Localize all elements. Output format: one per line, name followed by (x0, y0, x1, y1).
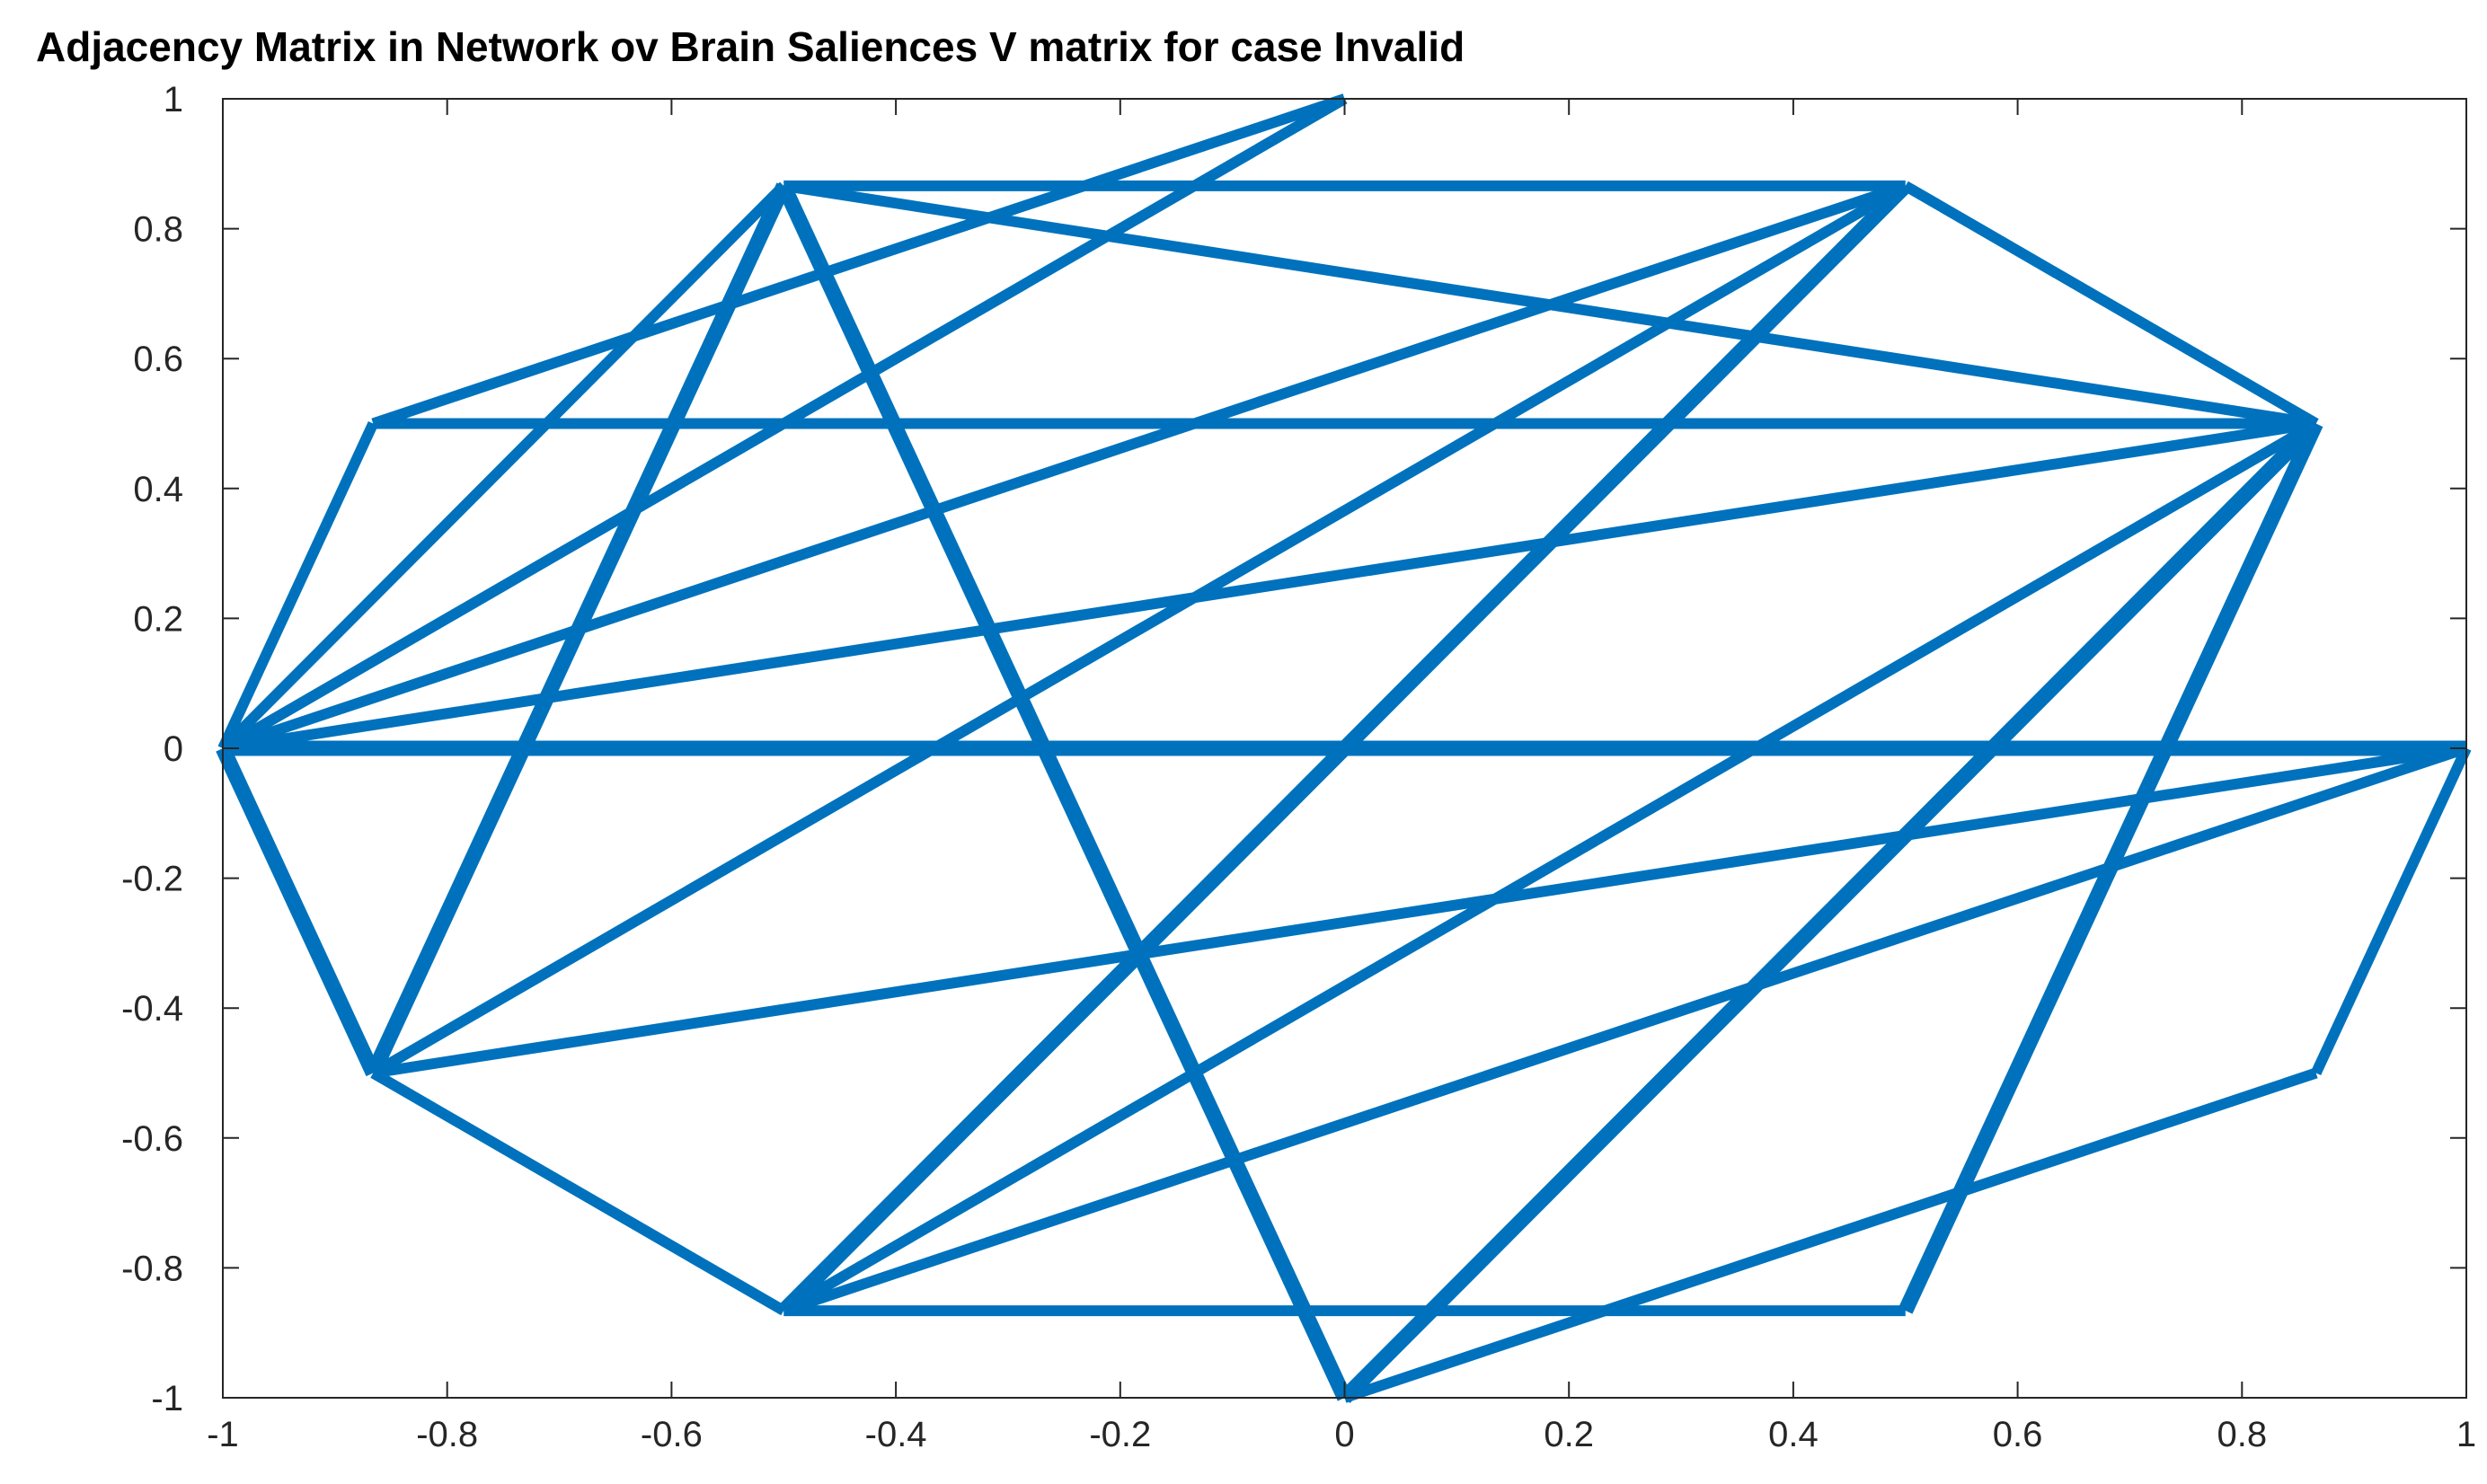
edges-layer (216, 93, 2472, 1404)
y-tick-label: -1 (151, 1379, 183, 1418)
y-tick-label: 0.2 (133, 599, 183, 639)
y-tick-label: -0.6 (121, 1119, 183, 1159)
edge-21 (2311, 746, 2472, 1076)
edge-24 (1342, 1067, 2318, 1403)
edge-7 (1902, 181, 2319, 428)
y-tick-label: 0.6 (133, 340, 183, 379)
x-tick-label: 0.4 (1768, 1415, 1819, 1454)
y-tick-label: 0.8 (133, 210, 183, 250)
x-tick-label: -0.4 (865, 1415, 927, 1454)
edge-20 (782, 743, 2468, 1316)
edge-18 (216, 745, 381, 1077)
axes: -1 -0.8 -0.6 -0.4 -0.2 0 0.2 0.4 0.6 0.8 1 -1 -0.8 -0… (121, 80, 2476, 1454)
edge-22 (370, 1068, 787, 1316)
x-tick-label: 0.2 (1544, 1415, 1594, 1454)
y-tick-label: -0.8 (121, 1249, 183, 1288)
edge-0 (371, 93, 1347, 429)
edge-14 (781, 419, 2319, 1316)
x-tick-label: 0.8 (2217, 1415, 2267, 1454)
x-tick-label: -0.6 (641, 1415, 703, 1454)
edge-6 (776, 182, 1352, 1401)
x-tick-label: 0.6 (1993, 1415, 2043, 1454)
edge-12 (217, 420, 378, 751)
x-tick-label: 0 (1334, 1415, 1354, 1454)
x-tick-label: -0.2 (1089, 1415, 1151, 1454)
edge-9 (370, 181, 1908, 1078)
edge-8 (221, 181, 1907, 754)
edge-13 (222, 418, 2317, 754)
x-tick-label: -1 (207, 1415, 239, 1454)
y-tick-label: 1 (164, 80, 183, 119)
y-tick-label: -0.4 (121, 989, 183, 1029)
x-tick-label: 1 (2456, 1415, 2476, 1454)
y-tick-label: 0.4 (133, 470, 183, 509)
chart-title: Adjacency Matrix in Network ov Brain Sal… (36, 23, 1465, 70)
y-tick-label: -0.2 (121, 860, 183, 899)
x-tick-label: -0.8 (416, 1415, 478, 1454)
y-tick-label: 0 (164, 729, 183, 769)
edge-19 (372, 743, 2467, 1079)
edge-15 (1339, 418, 2322, 1404)
edge-4 (218, 181, 788, 753)
